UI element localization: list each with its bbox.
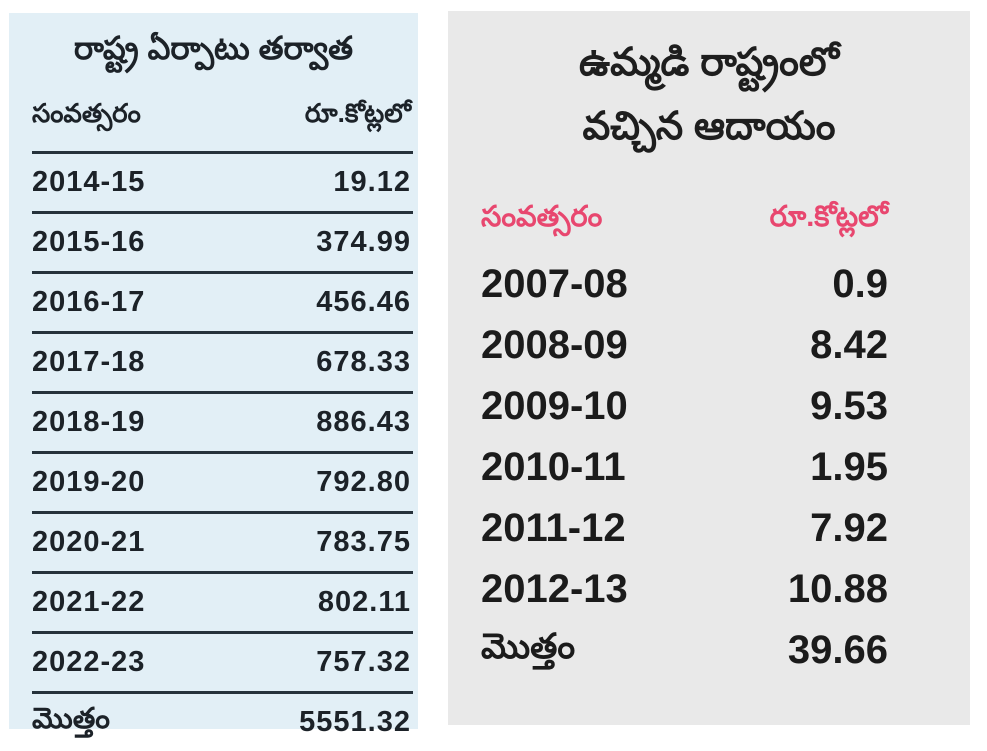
right-table-header-row: సంవత్సరం రూ.కోట్లలో — [481, 201, 888, 241]
value-cell: 0.9 — [832, 262, 888, 306]
year-cell: 2012-13 — [481, 567, 628, 611]
right-table: 2007-08 0.9 2008-09 8.42 2009-10 9.53 20… — [481, 254, 888, 681]
left-table-header-row: సంవత్సరం రూ.కోట్లలో — [32, 82, 413, 154]
value-cell: 19.12 — [333, 166, 411, 198]
after-state-formation-panel: రాష్ట్ర ఏర్పాటు తర్వాత సంవత్సరం రూ.కోట్ల… — [9, 13, 418, 738]
value-cell: 456.46 — [316, 286, 411, 318]
left-table: సంవత్సరం రూ.కోట్లలో 2014-15 19.12 2015-1… — [32, 82, 413, 751]
right-table-title-line2: వచ్చిన ఆదాయం — [582, 105, 836, 148]
table-row: 2014-15 19.12 — [32, 154, 413, 214]
value-cell: 783.75 — [316, 526, 411, 558]
table-row: 2016-17 456.46 — [32, 274, 413, 334]
year-cell: 2009-10 — [481, 384, 628, 428]
year-cell: 2010-11 — [481, 445, 626, 489]
value-cell: 792.80 — [316, 466, 411, 498]
year-cell: 2011-12 — [481, 506, 626, 550]
year-cell: 2016-17 — [32, 286, 146, 318]
year-cell: 2015-16 — [32, 226, 146, 258]
right-table-title: ఉమ్మడి రాష్ట్రంలో వచ్చిన ఆదాయం — [448, 11, 970, 159]
year-cell: 2008-09 — [481, 323, 628, 367]
table-row: 2011-12 7.92 — [481, 498, 888, 559]
value-cell: 678.33 — [316, 346, 411, 378]
year-cell: 2021-22 — [32, 586, 146, 618]
right-amount-column-header: రూ.కోట్లలో — [769, 201, 888, 233]
value-cell: 886.43 — [316, 406, 411, 438]
year-cell: 2019-20 — [32, 466, 146, 498]
left-table-title: రాష్ట్ర ఏర్పాటు తర్వాత — [73, 30, 354, 66]
year-cell: 2020-21 — [32, 526, 146, 558]
table-row: 2022-23 757.32 — [32, 634, 413, 694]
value-cell: 802.11 — [317, 586, 411, 618]
value-cell: 757.32 — [316, 646, 411, 678]
left-year-column-header: సంవత్సరం — [32, 98, 141, 128]
table-row: 2017-18 678.33 — [32, 334, 413, 394]
value-cell: 1.95 — [810, 445, 888, 489]
table-row: 2008-09 8.42 — [481, 315, 888, 376]
value-cell: 9.53 — [810, 384, 888, 428]
table-row: 2012-13 10.88 — [481, 559, 888, 620]
year-cell: 2017-18 — [32, 346, 146, 378]
table-row: 2010-11 1.95 — [481, 437, 888, 498]
total-value: 5551.32 — [299, 706, 411, 738]
value-cell: 8.42 — [810, 323, 888, 367]
table-row: 2009-10 9.53 — [481, 376, 888, 437]
united-state-income-panel: ఉమ్మడి రాష్ట్రంలో వచ్చిన ఆదాయం సంవత్సరం … — [448, 11, 970, 725]
table-row: 2019-20 792.80 — [32, 454, 413, 514]
value-cell: 374.99 — [316, 226, 411, 258]
table-row: 2021-22 802.11 — [32, 574, 413, 634]
total-label: మొత్తం — [32, 702, 110, 735]
table-row: 2018-19 886.43 — [32, 394, 413, 454]
value-cell: 7.92 — [810, 506, 888, 550]
year-cell: 2014-15 — [32, 166, 146, 198]
table-row: 2007-08 0.9 — [481, 254, 888, 315]
table-row: 2020-21 783.75 — [32, 514, 413, 574]
year-cell: 2018-19 — [32, 406, 146, 438]
year-cell: 2007-08 — [481, 262, 628, 306]
right-table-title-line1: ఉమ్మడి రాష్ట్రంలో — [578, 41, 840, 84]
table-row: 2015-16 374.99 — [32, 214, 413, 274]
year-cell: 2022-23 — [32, 646, 146, 678]
value-cell: 10.88 — [787, 567, 888, 611]
total-value: 39.66 — [787, 628, 888, 672]
right-year-column-header: సంవత్సరం — [481, 201, 603, 233]
left-total-row: మొత్తం 5551.32 — [32, 694, 413, 751]
left-amount-column-header: రూ.కోట్లలో — [304, 98, 411, 128]
total-label: మొత్తం — [481, 626, 576, 666]
right-total-row: మొత్తం 39.66 — [481, 620, 888, 681]
